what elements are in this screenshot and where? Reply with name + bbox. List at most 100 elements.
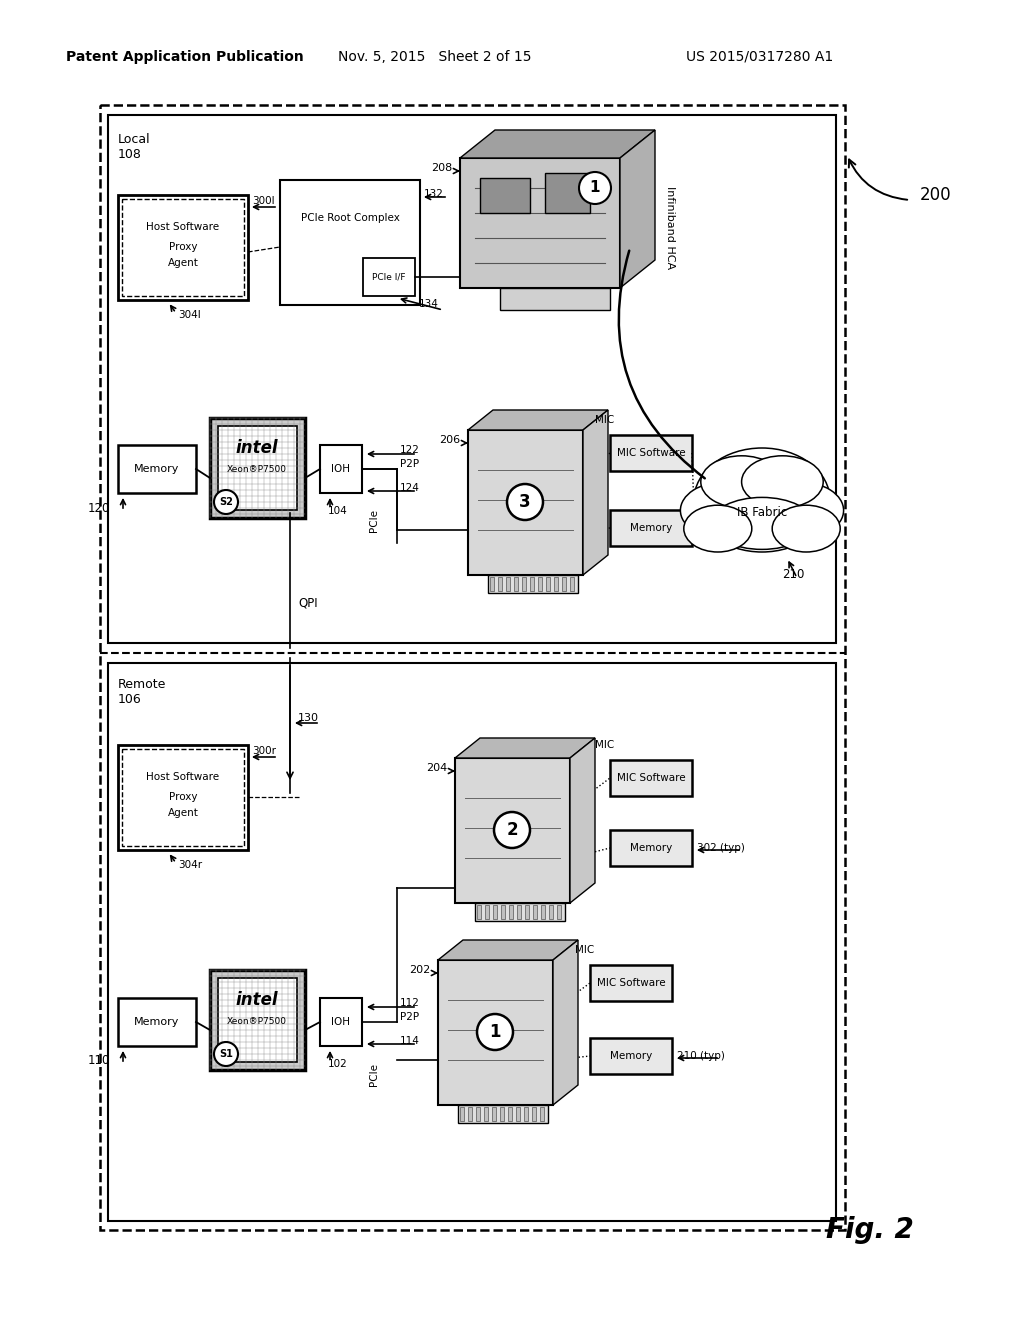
Text: 200: 200 <box>920 186 951 205</box>
Text: PCIe Root Complex: PCIe Root Complex <box>301 213 399 223</box>
Circle shape <box>214 1041 238 1067</box>
Text: Memory: Memory <box>630 843 672 853</box>
Bar <box>562 577 566 591</box>
Ellipse shape <box>772 506 841 552</box>
Bar <box>509 906 513 919</box>
Bar <box>590 965 672 1001</box>
Circle shape <box>507 484 543 520</box>
Bar <box>460 1107 464 1121</box>
Bar <box>280 180 420 305</box>
Text: 112: 112 <box>400 998 420 1008</box>
Text: Proxy: Proxy <box>169 242 198 252</box>
Text: 206: 206 <box>439 436 460 445</box>
Polygon shape <box>438 940 578 960</box>
Text: 304r: 304r <box>178 861 202 870</box>
Text: Proxy: Proxy <box>169 792 198 803</box>
Text: 210: 210 <box>782 569 805 582</box>
Polygon shape <box>468 430 583 576</box>
Text: Xeon®P7500: Xeon®P7500 <box>227 1018 287 1027</box>
Text: MIC Software: MIC Software <box>597 978 666 987</box>
Text: 300r: 300r <box>252 746 276 756</box>
Text: 122: 122 <box>400 445 420 455</box>
Text: 134: 134 <box>419 300 439 309</box>
Text: 302 (typ): 302 (typ) <box>697 843 744 853</box>
Bar <box>468 1107 472 1121</box>
Text: PCIe I/F: PCIe I/F <box>373 272 406 281</box>
Bar <box>517 906 521 919</box>
Bar <box>118 195 248 300</box>
Bar <box>490 577 494 591</box>
Bar <box>530 577 534 591</box>
Text: 2: 2 <box>506 821 518 840</box>
Bar <box>557 906 561 919</box>
Polygon shape <box>500 288 610 310</box>
Bar <box>218 426 297 510</box>
Bar <box>516 1107 520 1121</box>
Polygon shape <box>455 758 570 903</box>
Bar <box>476 1107 480 1121</box>
Bar <box>362 257 415 296</box>
Polygon shape <box>460 158 620 288</box>
Bar <box>210 970 305 1071</box>
Bar <box>498 577 502 591</box>
Bar <box>118 998 196 1045</box>
Bar <box>610 830 692 866</box>
Text: MIC Software: MIC Software <box>616 447 685 458</box>
Text: 210 (typ): 210 (typ) <box>677 1051 725 1061</box>
Text: 208: 208 <box>431 162 452 173</box>
Text: 130: 130 <box>298 713 319 723</box>
Text: US 2015/0317280 A1: US 2015/0317280 A1 <box>686 50 834 63</box>
Bar <box>118 744 248 850</box>
Bar <box>500 1107 504 1121</box>
Text: Memory: Memory <box>610 1051 652 1061</box>
Text: IOH: IOH <box>332 465 350 474</box>
Bar <box>218 978 297 1063</box>
Text: IOH: IOH <box>332 1016 350 1027</box>
Circle shape <box>214 490 238 513</box>
Text: Xeon®P7500: Xeon®P7500 <box>227 466 287 474</box>
Circle shape <box>477 1014 513 1049</box>
Ellipse shape <box>711 498 813 549</box>
Bar <box>108 115 836 643</box>
Text: 132: 132 <box>424 189 443 199</box>
Text: IB Fabric: IB Fabric <box>737 506 787 519</box>
Text: 102: 102 <box>328 1059 348 1069</box>
Ellipse shape <box>680 482 769 539</box>
Text: Infiniband HCA: Infiniband HCA <box>665 186 675 269</box>
Polygon shape <box>460 129 655 158</box>
Bar <box>524 1107 528 1121</box>
Bar <box>122 748 244 846</box>
Bar <box>545 173 590 213</box>
Bar <box>493 906 497 919</box>
Bar <box>506 577 510 591</box>
Text: PCIe: PCIe <box>369 1063 379 1085</box>
Text: Memory: Memory <box>134 465 179 474</box>
Circle shape <box>579 172 611 205</box>
Text: 120: 120 <box>88 502 110 515</box>
Text: P2P: P2P <box>400 459 419 469</box>
Text: MIC: MIC <box>575 945 594 954</box>
Bar <box>477 906 481 919</box>
Text: Memory: Memory <box>630 523 672 533</box>
Bar <box>484 1107 488 1121</box>
Text: 108: 108 <box>118 148 142 161</box>
Text: intel: intel <box>236 440 279 457</box>
Text: 104: 104 <box>328 506 348 516</box>
Text: 204: 204 <box>426 763 447 774</box>
Polygon shape <box>468 411 608 430</box>
Text: Local: Local <box>118 133 151 147</box>
Bar <box>122 199 244 296</box>
Polygon shape <box>458 1105 548 1123</box>
Bar <box>501 906 505 919</box>
Text: 1: 1 <box>590 181 600 195</box>
Text: 300l: 300l <box>252 195 274 206</box>
Text: Host Software: Host Software <box>146 222 219 232</box>
Text: 202: 202 <box>409 965 430 975</box>
Bar <box>570 577 574 591</box>
Bar <box>485 906 489 919</box>
Text: S1: S1 <box>219 1049 232 1059</box>
Text: Agent: Agent <box>168 808 199 818</box>
Text: 114: 114 <box>400 1036 420 1045</box>
Ellipse shape <box>684 506 752 552</box>
Polygon shape <box>583 411 608 576</box>
